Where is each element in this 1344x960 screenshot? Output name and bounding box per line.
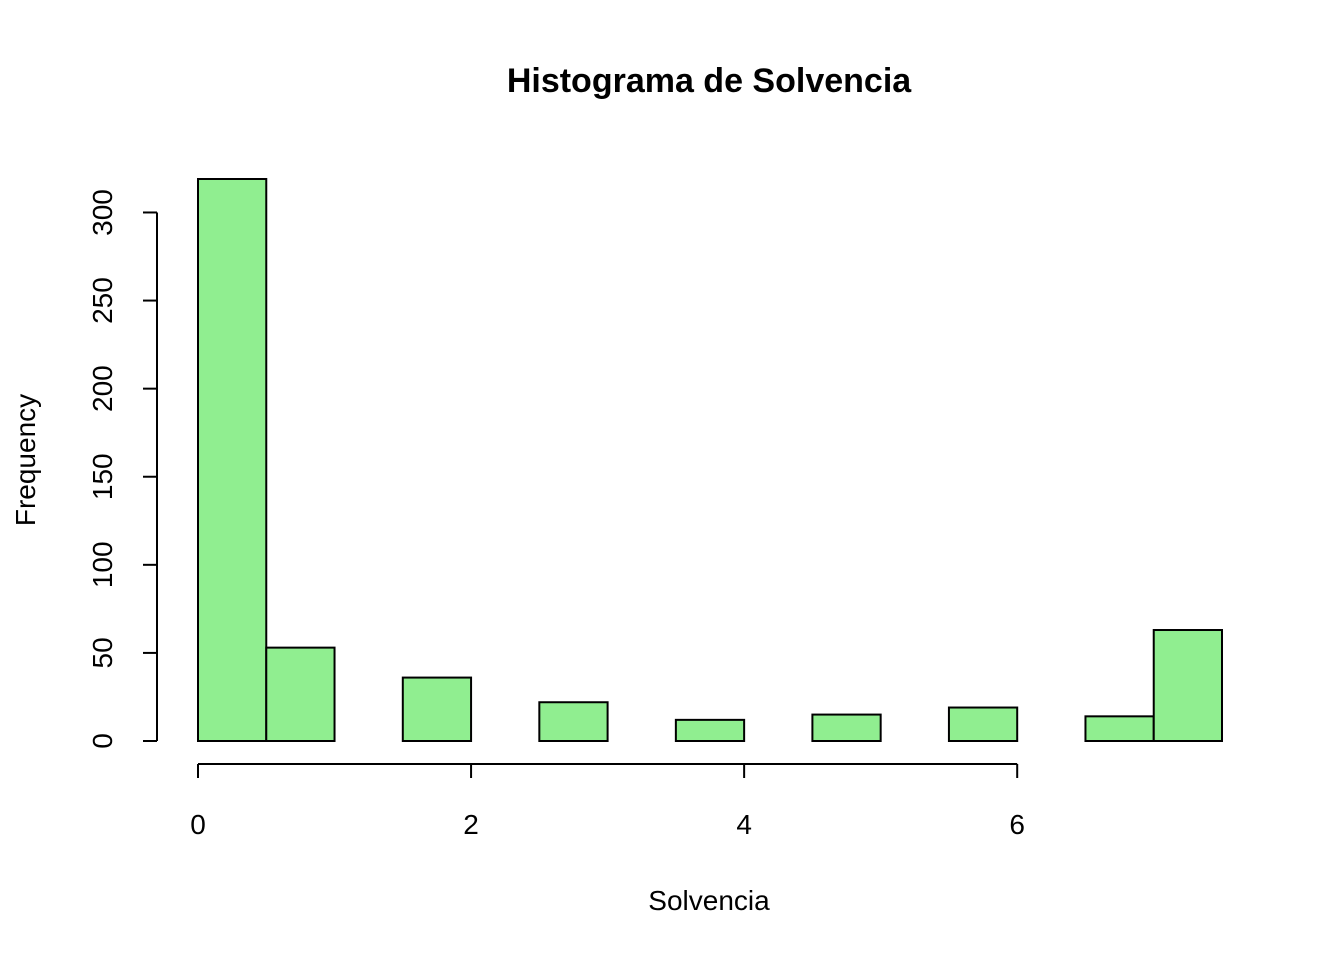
histogram-bar-3 [401, 676, 473, 742]
x-tick-label: 4 [736, 809, 752, 840]
x-tick-label: 6 [1009, 809, 1025, 840]
histogram-bar-5 [538, 701, 609, 743]
y-axis-label: Frequency [10, 394, 41, 526]
histogram-bar-9 [811, 713, 882, 743]
histogram-bar-0 [197, 178, 268, 742]
x-axis-label: Solvencia [648, 885, 770, 916]
y-tick-label: 250 [87, 277, 118, 324]
y-tick-label: 150 [87, 453, 118, 500]
y-axis: 0 50 100 150 200 250 300 [87, 189, 158, 749]
histogram-bar-11 [947, 706, 1019, 743]
y-tick-label: 100 [87, 541, 118, 588]
chart-title: Histograma de Solvencia [507, 62, 912, 100]
y-tick-label: 50 [87, 637, 118, 668]
histogram-bar-1 [265, 646, 336, 742]
x-axis: 0 2 4 6 [190, 763, 1025, 840]
histogram-bar-14 [1152, 629, 1223, 742]
bars-group [197, 178, 1223, 743]
x-tick-label: 2 [463, 809, 479, 840]
y-tick-label: 300 [87, 189, 118, 236]
histogram-bar-13 [1084, 715, 1155, 743]
y-tick-label: 0 [87, 733, 118, 749]
histogram-bar-7 [674, 718, 746, 743]
y-tick-label: 200 [87, 365, 118, 412]
x-tick-label: 0 [190, 809, 206, 840]
